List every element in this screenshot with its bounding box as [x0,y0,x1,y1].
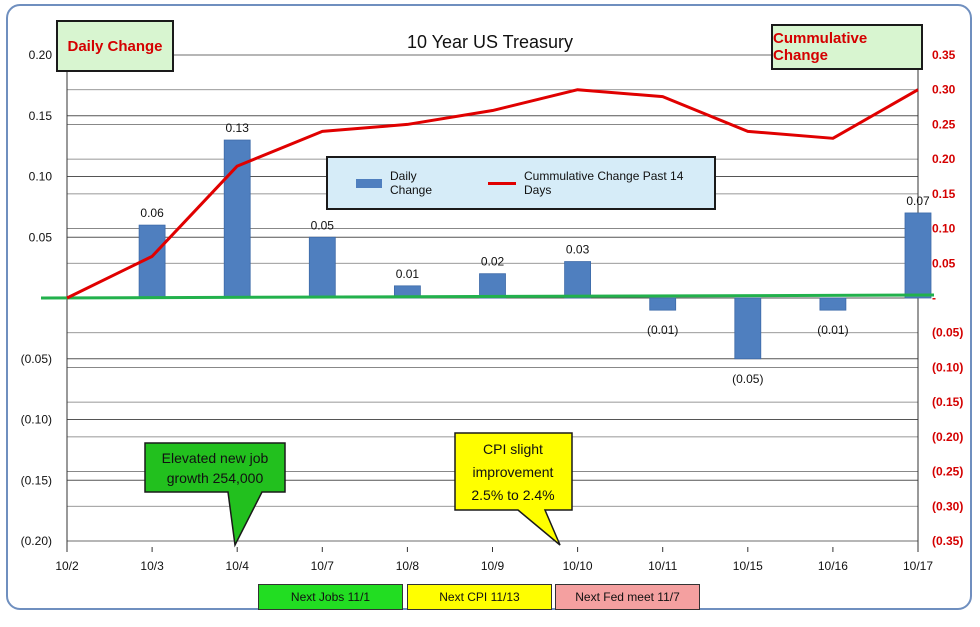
next-jobs-tag: Next Jobs 11/1 [258,584,403,610]
x-tick-label: 10/9 [481,559,505,573]
next-cpi-label: Next CPI 11/13 [439,590,520,604]
daily-change-tag-label: Daily Change [67,37,163,55]
bar-data-label: 0.05 [311,218,335,232]
next-cpi-tag: Next CPI 11/13 [407,584,552,610]
x-tick-label: 10/10 [563,559,593,573]
bar-data-label: 0.06 [140,206,164,220]
bar-daily-change [904,212,932,299]
left-tick-label: 0.15 [29,109,53,123]
left-tick-label: 0.10 [29,170,53,184]
line-cumulative-change [66,88,919,300]
x-tick-label: 10/2 [55,559,79,573]
bar-data-label: 0.07 [906,194,930,208]
left-tick-label: (0.10) [21,413,52,427]
right-tick-label: 0.15 [932,187,956,201]
bar-data-label: 0.01 [396,267,420,281]
daily-change-tag: Daily Change [56,20,174,72]
chart-legend: Daily Change Cummulative Change Past 14 … [326,156,716,210]
callout-cpi-bubble [454,432,573,546]
legend-line-swatch [488,181,516,185]
right-tick-label: 0.25 [932,117,956,131]
right-tick-label: (0.05) [932,326,963,340]
zero-baseline [40,293,935,300]
right-tick-label: 0.30 [932,83,956,97]
cumulative-change-tag: Cummulative Change [771,24,923,70]
bar-daily-change [479,273,506,299]
right-tick-label: (0.30) [932,499,963,513]
cumulative-change-tag-label: Cummulative Change [773,30,868,64]
callout-cpi-text: improvement [473,464,554,480]
x-tick-label: 10/8 [396,559,420,573]
x-tick-label: 10/16 [818,559,848,573]
left-tick-label: 0.20 [29,48,53,62]
bar-daily-change [649,297,677,311]
right-tick-label: (0.10) [932,360,963,374]
bar-data-label: 0.13 [226,121,250,135]
bar-daily-change [308,236,336,299]
x-tick-label: 10/11 [648,559,677,573]
callout-jobs-text: Elevated new job [162,450,269,466]
legend-line-label: Cummulative Change Past 14 Days [523,169,684,197]
legend-bar-label: Daily Change [389,169,433,197]
x-tick-label: 10/15 [733,559,763,573]
next-fed-tag: Next Fed meet 11/7 [555,584,700,610]
bar-daily-change [734,297,762,360]
bar-data-label: (0.01) [817,323,848,337]
left-tick-label: 0.05 [29,230,53,244]
callout-cpi-text: CPI slight [483,441,543,457]
callout-cpi-text: 2.5% to 2.4% [471,487,554,503]
right-tick-label: (0.15) [932,395,963,409]
left-tick-label: (0.05) [21,352,52,366]
bar-data-label: (0.01) [647,323,678,337]
right-tick-label: - [932,291,936,305]
next-jobs-label: Next Jobs 11/1 [290,590,371,604]
bar-data-label: (0.05) [732,372,763,386]
right-tick-label: 0.35 [932,48,956,62]
next-fed-label: Next Fed meet 11/7 [575,590,680,604]
right-tick-label: 0.05 [932,256,956,270]
x-tick-label: 10/7 [311,559,335,573]
callout-jobs-bubble [144,442,286,548]
bar-daily-change [819,297,847,311]
callout-jobs-text: growth 254,000 [167,470,264,486]
chart-title: 10 Year US Treasury [407,32,573,52]
bar-daily-change [564,261,591,299]
right-tick-label: (0.20) [932,430,963,444]
left-tick-label: (0.20) [21,534,52,548]
x-tick-label: 10/4 [226,559,250,573]
bar-data-label: 0.03 [566,243,590,257]
x-tick-label: 10/3 [140,559,164,573]
x-tick-label: 10/17 [903,559,933,573]
right-tick-label: 0.10 [932,222,956,236]
right-tick-label: 0.20 [932,152,956,166]
left-tick-label: (0.15) [21,473,52,487]
right-tick-label: (0.25) [932,465,963,479]
bar-data-label: 0.02 [481,255,505,269]
legend-bar-swatch [356,178,382,188]
right-tick-label: (0.35) [932,534,963,548]
